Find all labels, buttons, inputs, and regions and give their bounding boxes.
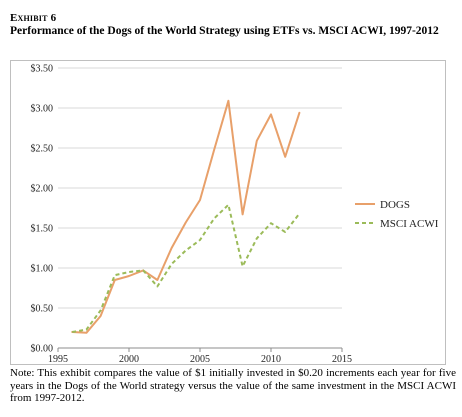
y-tick-label: $2.00 <box>31 184 54 195</box>
y-tick-label: $1.00 <box>31 264 54 275</box>
y-tick-label: $0.00 <box>31 344 54 355</box>
x-tick-label: 2015 <box>332 354 352 365</box>
y-tick-label: $2.50 <box>31 144 54 155</box>
y-tick-label: $0.50 <box>31 304 54 315</box>
legend-label: DOGS <box>380 199 410 211</box>
y-tick-label: $1.50 <box>31 224 54 235</box>
legend-label: MSCI ACWI <box>380 218 439 230</box>
y-tick-label: $3.00 <box>31 104 54 115</box>
line-chart: $0.00 $0.50 $1.00 $1.50 $2.00 $2.50 $3.00 $3.50… <box>31 64 439 366</box>
exhibit-label: Exhibit 6 <box>10 12 57 24</box>
exhibit-note: Note: This exhibit compares the value of… <box>10 367 456 405</box>
x-tick-label: 2000 <box>119 354 139 365</box>
series-line-msci-acwi <box>72 203 301 333</box>
x-tick-label: 2010 <box>261 354 281 365</box>
x-tick-label: 2005 <box>190 354 210 365</box>
chart-frame: $0.00 $0.50 $1.00 $1.50 $2.00 $2.50 $3.00 $3.50… <box>10 60 446 365</box>
y-tick-label: $3.50 <box>31 64 54 75</box>
exhibit-title: Performance of the Dogs of the World Str… <box>10 25 439 37</box>
x-tick-label: 1995 <box>48 354 68 365</box>
series-line-dogs <box>71 99 301 334</box>
